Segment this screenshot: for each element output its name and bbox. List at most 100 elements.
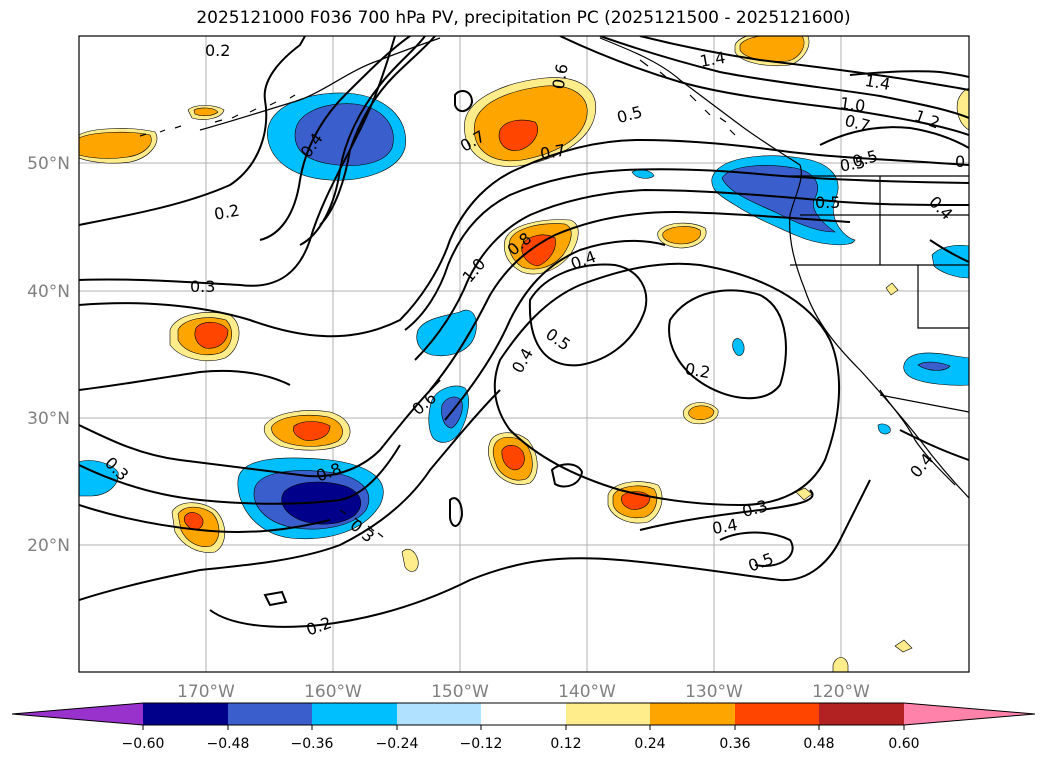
contour-ridge-1 [528, 263, 648, 367]
colorbar-tick-label: −0.36 [291, 736, 334, 752]
contour-alaska-2 [599, 36, 969, 119]
colorbar-segment [735, 703, 819, 725]
colorbar-segment [650, 703, 735, 725]
contour-label: 1.4 [863, 71, 891, 94]
contour-ridge-2 [493, 262, 841, 507]
coastline-alaska-south [199, 37, 441, 131]
lon-tick-label: 150°W [431, 682, 489, 702]
coastlines [139, 37, 969, 538]
colorbar-tick-label: 0.24 [634, 736, 665, 752]
lon-tick-labels: 170°W 160°W 150°W 140°W 130°W 120°W [177, 682, 870, 702]
contour-label: 0.2 [205, 41, 230, 60]
colorbar-tick-label: 0.36 [719, 736, 750, 752]
colorbar-extend-left [12, 703, 143, 725]
state-border-interior [879, 176, 969, 329]
contour-small-loop-a [454, 89, 474, 113]
lon-tick-label: 120°W [812, 682, 870, 702]
colorbar-segment [397, 703, 481, 725]
contour-subtropic-3 [79, 504, 331, 533]
contour-south-1 [79, 389, 501, 601]
colorbar-tick-label: −0.12 [460, 736, 503, 752]
colorbar-tick-label: 0.48 [803, 736, 834, 752]
colorbar-tick-label: −0.60 [122, 736, 165, 752]
contour-label: 1.4 [698, 48, 726, 71]
lon-tick-label: 130°W [685, 682, 743, 702]
contour-south-coast-2 [929, 239, 969, 263]
contour-loop-east [668, 289, 787, 400]
contour-jet-2 [404, 168, 969, 331]
contour-label: 0 [955, 152, 965, 171]
lat-tick-labels: 50°N 40°N 30°N 20°N [27, 154, 70, 556]
colorbar-segment [481, 703, 566, 725]
contour-south-3 [639, 489, 814, 531]
pos-blob-30n-130w [688, 405, 715, 420]
pos-blob-tiny-e [832, 657, 849, 672]
pos-blob-jet-entrance-core [521, 234, 556, 267]
contour-label: 0.3 [190, 277, 215, 296]
border-us-mexico [879, 394, 969, 413]
lon-tick-label: 160°W [304, 682, 362, 702]
contour-0-2-north [79, 36, 306, 226]
colorbar-segment [312, 703, 397, 725]
colorbar-tick-label: 0.12 [550, 736, 581, 752]
colorbar-tick-label: −0.24 [376, 736, 419, 752]
contour-alaska-3 [639, 36, 969, 91]
coastline-islands-bc [639, 59, 736, 136]
colorbar-tick-label: −0.48 [207, 736, 250, 752]
contour-jet-4 [429, 210, 851, 391]
lon-tick-label: 140°W [558, 682, 616, 702]
contour-label: 1.0 [839, 93, 867, 115]
lon-tick-label: 170°W [177, 682, 235, 702]
neg-blob-baja-core [917, 361, 951, 371]
neg-blob-subtropic-core [281, 481, 362, 525]
pos-blob-40n-130w [662, 226, 701, 245]
lat-tick-label: 20°N [27, 536, 70, 556]
contour-subtropic-2 [79, 444, 401, 505]
contour-0-4-north [259, 36, 411, 241]
pos-blob-aleutian-small-core [193, 107, 219, 117]
contour-alaska-1 [559, 36, 969, 136]
plot-frame [78, 35, 970, 673]
pos-blob-tiny-d [894, 639, 913, 653]
contour-label: 0.7 [539, 140, 567, 163]
contour-alaska-4 [819, 126, 969, 149]
contour-small-loop-d [263, 590, 288, 607]
pos-blob-145w-core [501, 445, 525, 471]
colorbar-segment [143, 703, 228, 725]
contour-label: 0.2 [213, 201, 241, 224]
pos-blob-gulf-alaska-core [498, 119, 539, 151]
pos-blob-20n-west-core [183, 512, 204, 530]
pos-blob-bc-coast [956, 87, 969, 131]
pos-blob-30n-west-core [293, 421, 331, 441]
precip-positive-anomalies [79, 36, 969, 672]
contour-label: 0.5 [815, 193, 840, 212]
coastline-alaska-panhandle [599, 37, 969, 499]
contour-small-loop-b [550, 463, 584, 488]
pos-blob-alaska-north [739, 36, 805, 62]
colorbar-extend-right [904, 703, 1035, 725]
lat-tick-label: 40°N [27, 282, 70, 302]
lat-tick-label: 30°N [27, 409, 70, 429]
contour-nw-1 [79, 369, 291, 391]
contour-1-4-east [849, 70, 969, 78]
pv-contours [79, 36, 969, 628]
contour-south-2 [209, 479, 871, 628]
colorbar-tick-label: 0.60 [888, 736, 919, 752]
pos-blob-170w-core [194, 321, 229, 349]
coastline-baja [879, 389, 956, 486]
pos-blob-tiny-a [401, 548, 419, 572]
coastline-aleutian-chain [139, 94, 296, 137]
neg-blob-aleutian-core [294, 103, 394, 166]
contour-inner-2 [319, 36, 436, 226]
contour-subtropic-1 [79, 379, 441, 478]
contour-south-coast-1 [899, 429, 969, 461]
colorbar-segment [228, 703, 312, 725]
neg-blob-tiny-east [877, 423, 891, 435]
pos-blob-west-dateline [79, 131, 152, 159]
colorbar-segment [566, 703, 650, 725]
map-title: 2025121000 F036 700 hPa PV, precipitatio… [196, 8, 851, 28]
neg-blob-small-east [732, 338, 745, 356]
contour-jet-3 [414, 188, 969, 361]
contour-small-loop-c [449, 497, 464, 527]
